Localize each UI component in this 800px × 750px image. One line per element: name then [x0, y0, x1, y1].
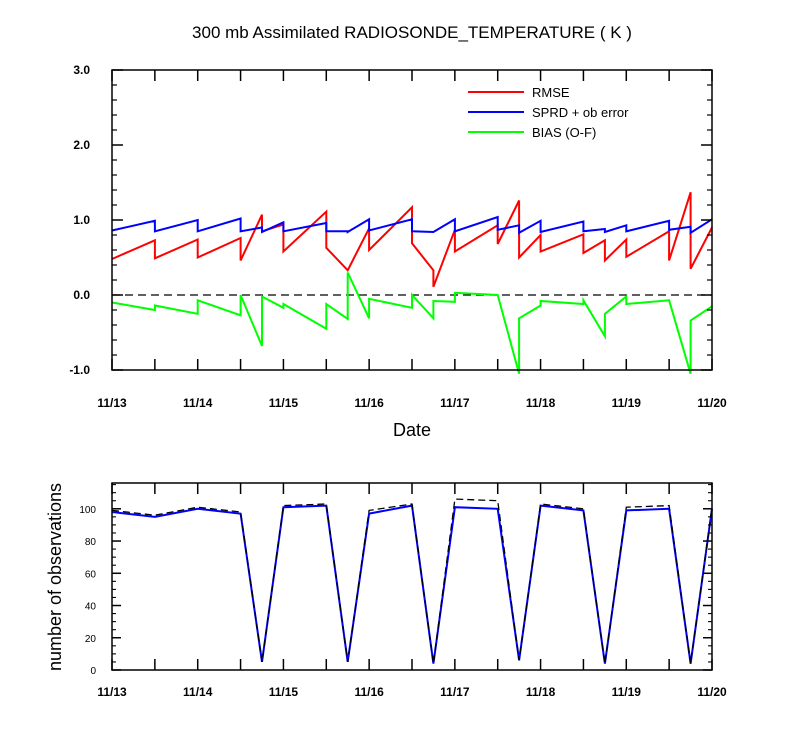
- x-tick-label: 11/17: [440, 685, 470, 699]
- x-tick-label: 11/16: [354, 685, 384, 699]
- x-tick-label: 11/18: [526, 685, 556, 699]
- y-tick-label: 40: [85, 602, 97, 613]
- legend-label-sprd-ob-error: SPRD + ob error: [532, 105, 629, 120]
- bottom-panel: 11/13 11/14 11/15 11/16 11/17 11/18 11/19 11/20…: [79, 482, 727, 699]
- observation-count-line-dashed: [111, 498, 713, 664]
- x-tick-label: 11/19: [612, 685, 642, 699]
- top-panel: 11/13 11/14 11/15 11/16 11/17 11/18 11/19 11/20…: [69, 63, 727, 410]
- y-tick-label: -1.0: [69, 363, 90, 377]
- x-tick-label: 11/14: [183, 396, 213, 410]
- x-tick-label: 11/13: [97, 396, 127, 410]
- legend-label-rmse: RMSE: [532, 85, 570, 100]
- x-tick-label: 11/20: [697, 396, 727, 410]
- x-tick-label: 11/13: [97, 685, 127, 699]
- x-axis-label: Date: [393, 420, 431, 440]
- x-tick-label: 11/14: [183, 685, 213, 699]
- x-tick-label: 11/19: [612, 396, 642, 410]
- x-tick-label: 11/18: [526, 396, 556, 410]
- top-series-group: [111, 191, 713, 375]
- x-tick-label: 11/16: [354, 396, 384, 410]
- chart-title: 300 mb Assimilated RADIOSONDE_TEMPERATUR…: [192, 23, 632, 42]
- series-line-sprd-ob-error: [111, 215, 713, 235]
- y-tick-label: 0.0: [73, 288, 90, 302]
- series-line-rmse: [111, 191, 713, 288]
- y-tick-label: 80: [85, 537, 97, 548]
- x-tick-label: 11/15: [269, 396, 299, 410]
- legend-label-bias-o-f: BIAS (O-F): [532, 125, 596, 140]
- y-tick-label: 60: [85, 569, 97, 580]
- legend: RMSE SPRD + ob error BIAS (O-F): [468, 85, 629, 140]
- observation-count-line-solid: [111, 504, 713, 664]
- y-tick-label: 1.0: [73, 213, 90, 227]
- y-tick-label: 0: [90, 666, 96, 677]
- x-tick-label: 11/20: [697, 685, 727, 699]
- y-tick-label: 2.0: [73, 138, 90, 152]
- y-tick-label: 20: [85, 634, 97, 645]
- bottom-tick-marks: 11/13 11/14 11/15 11/16 11/17 11/18 11/19 11/20…: [79, 483, 727, 699]
- x-tick-label: 11/15: [269, 685, 299, 699]
- bottom-series-group: [111, 498, 713, 664]
- series-line-bias-o-f: [111, 272, 713, 375]
- y-axis-label-observations: number of observations: [45, 483, 65, 671]
- y-tick-label: 3.0: [73, 63, 90, 77]
- x-tick-label: 11/17: [440, 396, 470, 410]
- y-tick-label: 100: [79, 505, 96, 516]
- top-tick-marks: 11/13 11/14 11/15 11/16 11/17 11/18 11/19 11/20…: [69, 63, 727, 410]
